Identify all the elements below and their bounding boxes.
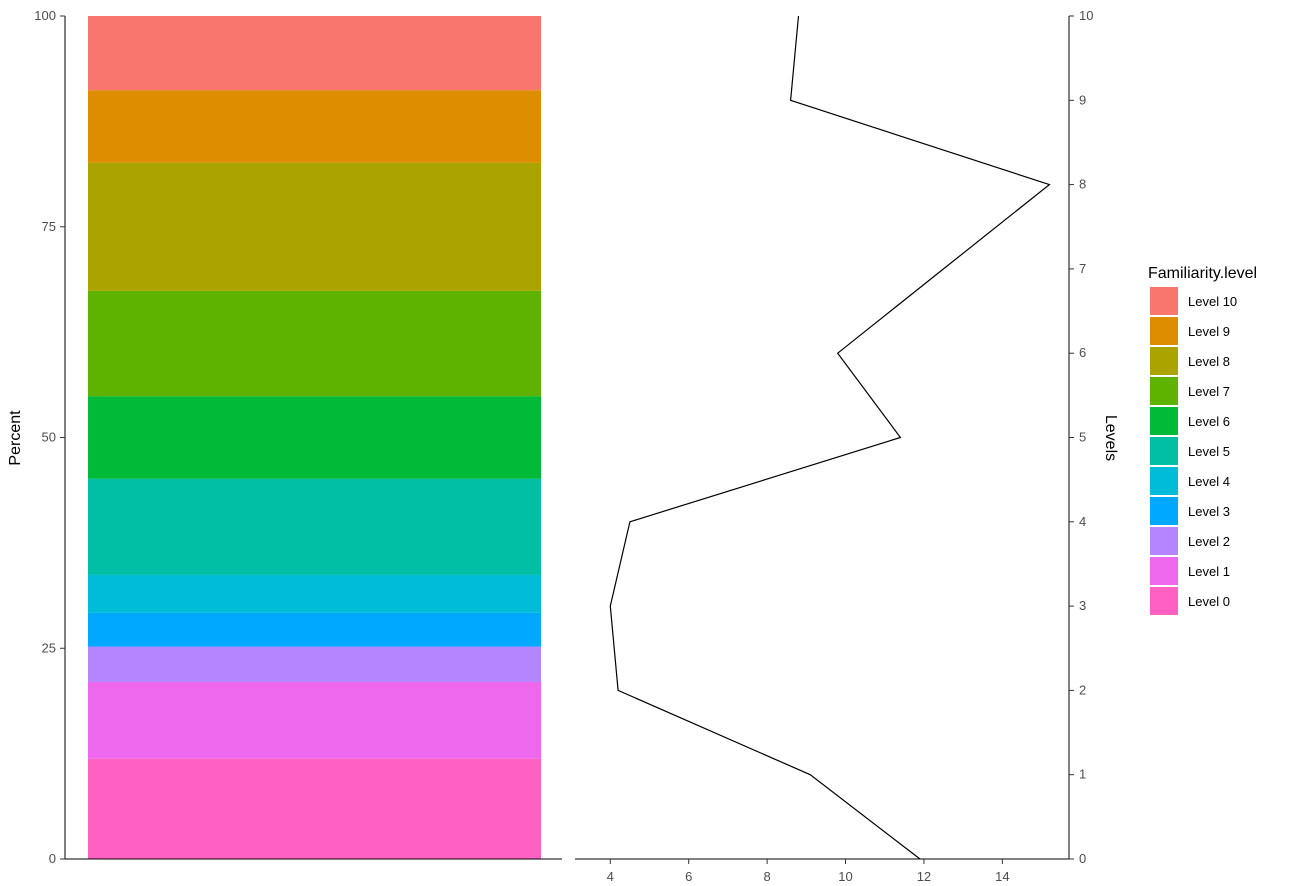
- line-y-tick-label: 9: [1079, 92, 1086, 107]
- legend-swatch: [1150, 347, 1178, 375]
- line-x-tick-label: 12: [917, 869, 931, 884]
- legend-item-label: Level 9: [1188, 324, 1230, 339]
- bar-segment-level-6: [88, 396, 541, 479]
- bar-segment-level-8: [88, 162, 541, 291]
- line-y-tick-label: 4: [1079, 514, 1086, 529]
- line-y-tick-label: 2: [1079, 682, 1086, 697]
- stacked-bar-panel: 0 25 50 75 100: [34, 8, 562, 866]
- line-y-tick-label: 7: [1079, 261, 1086, 276]
- legend-swatch: [1150, 557, 1178, 585]
- bar-segment-level-1: [88, 681, 541, 759]
- legend-item-label: Level 1: [1188, 564, 1230, 579]
- bar-segment-level-9: [88, 90, 541, 163]
- legend-item-label: Level 4: [1188, 474, 1230, 489]
- line-x-tick-label: 10: [838, 869, 852, 884]
- line-y-tick-label: 3: [1079, 598, 1086, 613]
- bar-segment-level-3: [88, 612, 541, 647]
- legend-swatch: [1150, 527, 1178, 555]
- legend-swatch: [1150, 407, 1178, 435]
- legend-swatch: [1150, 467, 1178, 495]
- line-y-tick-label: 1: [1079, 767, 1086, 782]
- legend-item-label: Level 0: [1188, 594, 1230, 609]
- legend-title: Familiarity.level: [1148, 265, 1257, 282]
- legend-item-label: Level 5: [1188, 444, 1230, 459]
- legend-item-label: Level 10: [1188, 294, 1237, 309]
- legend-item-label: Level 6: [1188, 414, 1230, 429]
- left-y-tick-label: 25: [42, 640, 56, 655]
- line-y-tick-label: 10: [1079, 8, 1093, 23]
- line-y-tick-label: 0: [1079, 851, 1086, 866]
- legend-swatch: [1150, 287, 1178, 315]
- legend-item-label: Level 7: [1188, 384, 1230, 399]
- line-x-tick-label: 14: [995, 869, 1009, 884]
- line-x-tick-label: 6: [685, 869, 692, 884]
- left-y-tick-label: 75: [42, 219, 56, 234]
- bar-segment-level-0: [88, 758, 541, 859]
- legend-swatch: [1150, 377, 1178, 405]
- line-y-tick-label: 5: [1079, 430, 1086, 445]
- line-y-tick-label: 8: [1079, 177, 1086, 192]
- legend-swatch: [1150, 437, 1178, 465]
- line-x-tick-label: 4: [607, 869, 614, 884]
- left-y-tick-label: 0: [49, 851, 56, 866]
- legend-item-label: Level 3: [1188, 504, 1230, 519]
- left-y-axis-title: Percent: [7, 410, 24, 466]
- bar-segment-level-7: [88, 290, 541, 397]
- legend-swatch: [1150, 497, 1178, 525]
- line-y-tick-label: 6: [1079, 345, 1086, 360]
- legend-swatch: [1150, 587, 1178, 615]
- legend-swatch: [1150, 317, 1178, 345]
- legend-item-label: Level 8: [1188, 354, 1230, 369]
- level-line-series: [609, 15, 1051, 860]
- legend: Level 10 Level 9 Level 8 Level 7 Level 6 Leve…: [1150, 287, 1237, 615]
- left-y-tick-label: 100: [34, 8, 56, 23]
- line-x-tick-label: 8: [763, 869, 770, 884]
- bar-segment-level-10: [88, 16, 541, 91]
- bar-segment-level-4: [88, 574, 541, 613]
- right-y-axis-title: Levels: [1102, 415, 1119, 461]
- left-y-tick-label: 50: [42, 430, 56, 445]
- legend-item-label: Level 2: [1188, 534, 1230, 549]
- bar-segment-level-5: [88, 478, 541, 575]
- bar-segment-level-2: [88, 646, 541, 682]
